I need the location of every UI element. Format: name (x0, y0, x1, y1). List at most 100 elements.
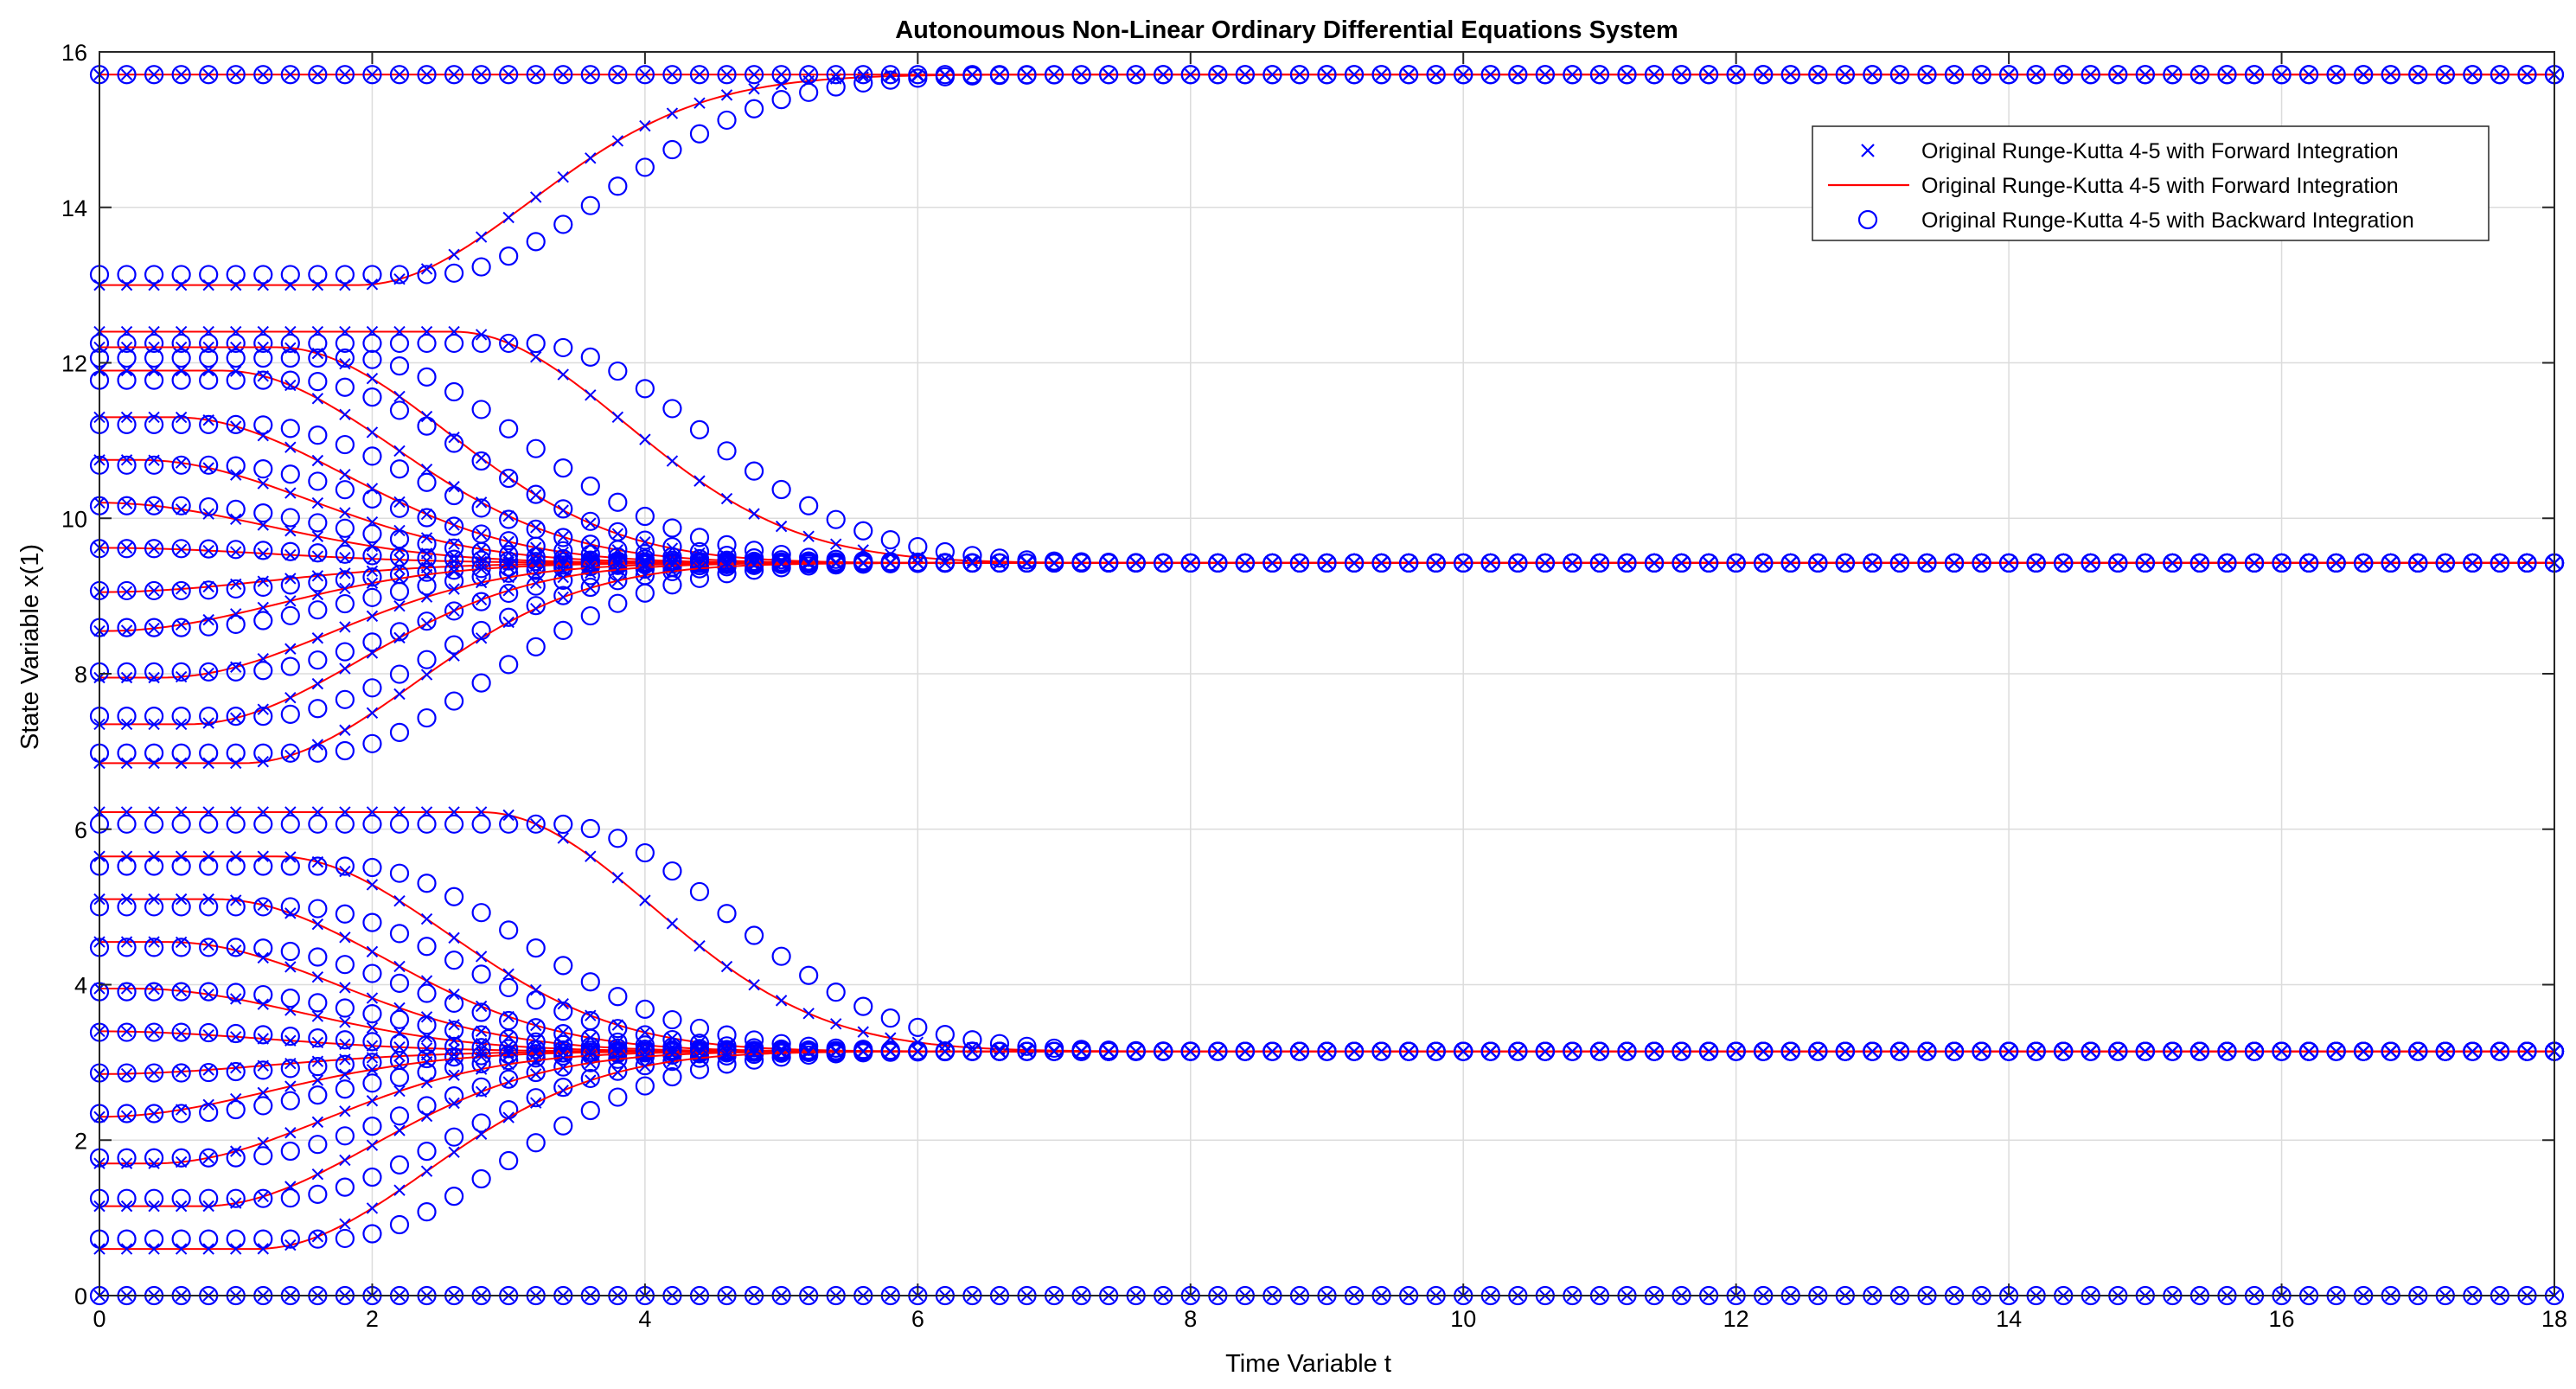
forward-x-marker (530, 1068, 542, 1080)
backward-circle-marker (417, 814, 437, 834)
backward-circle-marker (2108, 1041, 2128, 1061)
backward-circle-marker (1699, 553, 1719, 573)
backward-circle-marker (1317, 65, 1337, 85)
backward-circle-marker (444, 814, 464, 834)
backward-circle-marker (526, 1018, 546, 1038)
backward-circle-marker (2490, 65, 2510, 85)
backward-circle-marker (389, 1009, 410, 1029)
forward-x-marker (530, 1019, 542, 1032)
backward-circle-marker (389, 814, 410, 834)
forward-x-marker (2412, 557, 2424, 569)
forward-x-marker (611, 528, 624, 540)
backward-circle-marker (1344, 553, 1365, 573)
backward-circle-marker (608, 829, 628, 848)
forward-x-marker (2303, 557, 2315, 569)
forward-x-marker (2003, 557, 2015, 569)
forward-x-marker (339, 621, 351, 633)
backward-circle-marker (117, 938, 137, 957)
backward-circle-marker (226, 1099, 246, 1120)
forward-x-marker (1620, 557, 1633, 569)
forward-x-marker (639, 894, 651, 906)
forward-x-marker (802, 68, 815, 80)
forward-x-marker (2330, 68, 2343, 80)
backward-circle-marker (362, 546, 382, 566)
backward-circle-marker (1726, 1041, 1746, 1061)
backward-circle-marker (417, 874, 437, 893)
forward-x-marker (1785, 68, 1797, 80)
forward-x-marker (202, 580, 214, 593)
backward-circle-marker (935, 65, 955, 85)
backward-circle-marker (199, 348, 219, 368)
forward-x-marker (475, 1063, 488, 1075)
forward-x-marker (148, 893, 160, 906)
backward-circle-marker (199, 856, 219, 876)
backward-circle-marker (389, 722, 410, 742)
backward-circle-marker (417, 472, 437, 492)
backward-circle-marker (826, 983, 846, 1002)
forward-x-marker (120, 364, 133, 377)
backward-circle-marker (144, 455, 164, 475)
forward-x-marker (448, 248, 460, 261)
backward-circle-marker (553, 528, 573, 547)
forward-x-marker (339, 567, 351, 579)
forward-x-marker (694, 562, 706, 575)
forward-x-marker (1375, 68, 1388, 80)
backward-circle-marker (1480, 553, 1500, 573)
forward-x-marker (1757, 68, 1769, 80)
backward-circle-marker (117, 414, 137, 434)
forward-x-marker (120, 1157, 133, 1169)
backward-circle-marker (2272, 65, 2292, 85)
forward-x-marker (448, 1019, 460, 1031)
forward-x-marker (448, 650, 460, 662)
backward-circle-marker (771, 946, 791, 966)
forward-x-marker (311, 1168, 324, 1181)
backward-circle-marker (880, 1008, 900, 1028)
backward-circle-marker (362, 632, 382, 652)
forward-x-marker (857, 557, 869, 569)
backward-circle-marker (717, 1054, 737, 1074)
forward-x-marker (393, 960, 406, 973)
forward-x-marker (120, 893, 133, 906)
forward-x-marker (2521, 557, 2534, 569)
backward-circle-marker (280, 370, 300, 390)
backward-circle-marker (389, 973, 410, 993)
forward-x-marker (175, 1066, 188, 1078)
forward-x-marker (120, 586, 133, 598)
backward-circle-marker (526, 637, 546, 656)
forward-x-marker (120, 624, 133, 637)
forward-x-marker (585, 517, 597, 529)
forward-x-marker (448, 931, 460, 944)
forward-x-marker (748, 83, 760, 95)
forward-x-marker (1375, 557, 1388, 569)
forward-x-marker (148, 585, 160, 597)
forward-x-marker (1948, 1045, 1960, 1058)
backward-circle-marker (1071, 553, 1091, 573)
forward-x-marker (1129, 68, 1142, 80)
forward-x-marker (175, 68, 188, 80)
forward-x-marker (257, 1243, 269, 1255)
forward-x-marker (2057, 1045, 2069, 1058)
backward-circle-marker (335, 814, 355, 834)
forward-x-marker (694, 939, 706, 952)
backward-circle-marker (253, 503, 273, 523)
forward-x-marker (666, 918, 679, 930)
backward-circle-marker (471, 964, 491, 984)
backward-circle-marker (1017, 65, 1037, 85)
backward-circle-marker (144, 856, 164, 876)
forward-x-marker (1675, 68, 1688, 80)
backward-circle-marker (389, 581, 410, 601)
backward-circle-marker (1699, 1041, 1719, 1061)
forward-x-marker (339, 662, 351, 675)
forward-x-marker (257, 1086, 269, 1099)
backward-circle-marker (2217, 65, 2237, 85)
backward-circle-marker (2272, 1041, 2292, 1061)
forward-x-marker (311, 1116, 324, 1129)
forward-x-marker (475, 563, 488, 575)
forward-x-marker (1703, 68, 1715, 80)
forward-x-marker (448, 1097, 460, 1110)
backward-circle-marker (471, 1113, 491, 1133)
forward-x-marker (420, 263, 433, 275)
forward-x-marker (284, 441, 297, 453)
backward-circle-marker (499, 977, 519, 998)
backward-circle-marker (662, 575, 682, 595)
